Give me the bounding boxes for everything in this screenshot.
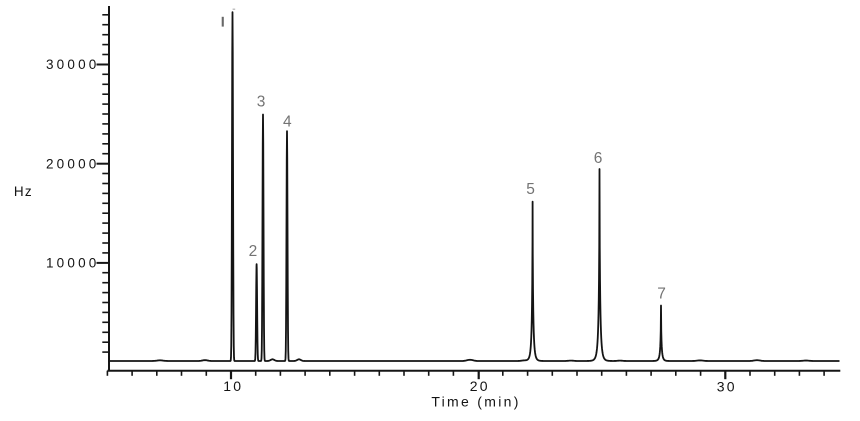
svg-text:4: 4	[283, 114, 292, 131]
svg-text:10: 10	[223, 378, 243, 394]
svg-text:30000: 30000	[46, 57, 100, 72]
svg-text:20: 20	[470, 378, 490, 394]
svg-text:20000: 20000	[46, 156, 100, 171]
svg-text:6: 6	[594, 150, 603, 167]
svg-text:10000: 10000	[46, 256, 100, 271]
svg-text:30: 30	[717, 379, 737, 395]
svg-text:Hz: Hz	[14, 184, 33, 199]
svg-text:2: 2	[249, 243, 258, 260]
svg-text:5: 5	[526, 181, 535, 198]
svg-text:3: 3	[257, 94, 266, 111]
svg-text:Time (min): Time (min)	[431, 394, 520, 410]
svg-text:7: 7	[657, 286, 666, 303]
